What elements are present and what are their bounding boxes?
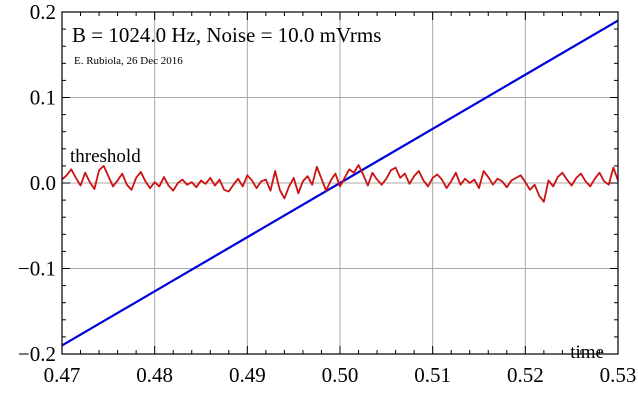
series-line-red bbox=[61, 164, 619, 203]
series-layer bbox=[61, 19, 619, 347]
x-tick-label: 0.53 bbox=[600, 363, 637, 387]
x-tick-label: 0.51 bbox=[414, 363, 451, 387]
plot-frame bbox=[61, 11, 619, 355]
time-annotation: time bbox=[570, 342, 604, 363]
credit-annotation: E. Rubiola, 26 Dec 2016 bbox=[74, 55, 183, 67]
x-tick-label: 0.49 bbox=[229, 363, 266, 387]
series-line-blue bbox=[61, 19, 619, 347]
tick-labels: 0.47 0.48 0.49 0.50 0.51 0.52 0.53 −0.2 −0.1 0.0 0… bbox=[18, 0, 636, 387]
x-tick-label: 0.47 bbox=[44, 363, 81, 387]
y-tick-label: 0.2 bbox=[30, 0, 56, 24]
threshold-annotation: threshold bbox=[70, 146, 141, 167]
x-tick-label: 0.50 bbox=[322, 363, 359, 387]
x-tick-label: 0.52 bbox=[507, 363, 544, 387]
bandwidth-noise-annotation: B = 1024.0 Hz, Noise = 10.0 mVrms bbox=[72, 23, 381, 47]
y-tick-label: 0.1 bbox=[30, 86, 56, 110]
y-tick-label: −0.1 bbox=[18, 257, 56, 281]
x-tick-label: 0.48 bbox=[136, 363, 173, 387]
y-tick-label: −0.2 bbox=[18, 342, 56, 366]
y-tick-label: 0.0 bbox=[30, 171, 56, 195]
